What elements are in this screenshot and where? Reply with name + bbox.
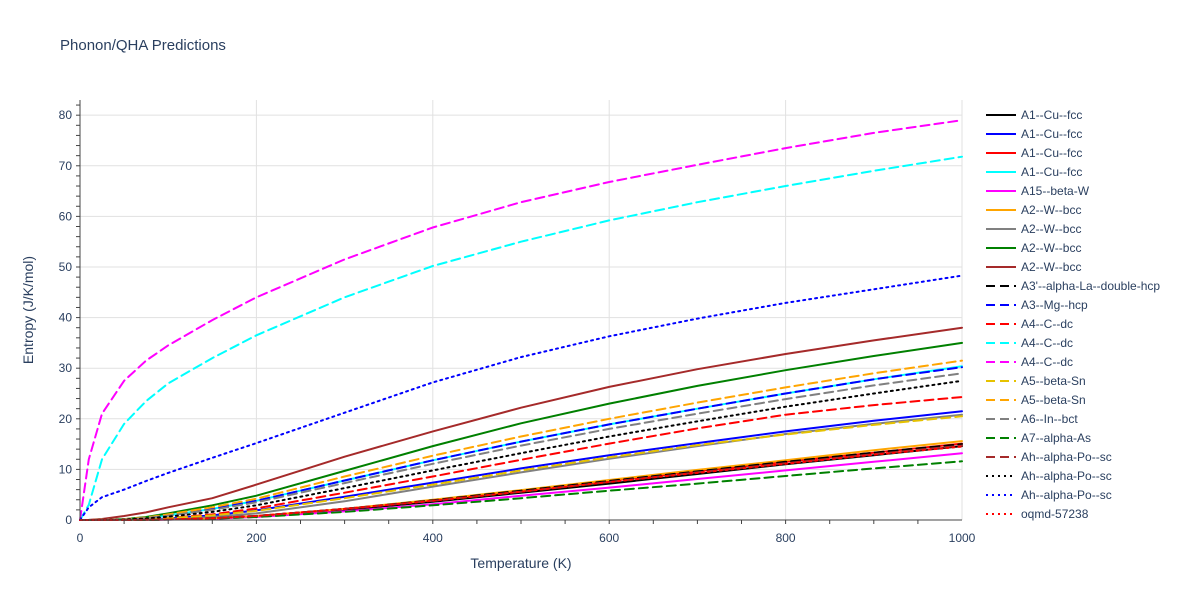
series-line-9 xyxy=(79,326,963,521)
legend-label: A5--beta-Sn xyxy=(1021,374,1086,388)
series-line-13 xyxy=(79,155,963,521)
legend-label: A1--Cu--fcc xyxy=(1021,127,1082,141)
x-axis-title: Temperature (K) xyxy=(470,555,571,571)
legend-label: A1--Cu--fcc xyxy=(1021,165,1082,179)
y-tick-label: 30 xyxy=(59,361,73,375)
legend-label: A2--W--bcc xyxy=(1021,241,1081,255)
legend-label: A4--C--dc xyxy=(1021,355,1073,369)
y-tick-label: 0 xyxy=(65,513,72,527)
legend-label: A3--Mg--hcp xyxy=(1021,298,1088,312)
legend-label: A15--beta-W xyxy=(1021,184,1090,198)
series-line-20 xyxy=(79,379,963,521)
series-line-14 xyxy=(79,119,963,521)
legend-label: A2--W--bcc xyxy=(1021,260,1081,274)
legend-label: A4--C--dc xyxy=(1021,317,1073,331)
legend-label: A2--W--bcc xyxy=(1021,222,1081,236)
y-tick-label: 60 xyxy=(59,209,73,223)
x-tick-label: 600 xyxy=(599,531,619,545)
y-tick-label: 10 xyxy=(59,462,73,476)
x-tick-label: 200 xyxy=(246,531,266,545)
legend: A1--Cu--fcc A1--Cu--fcc A1--Cu--fcc A1--Cu-… xyxy=(986,108,1160,521)
legend-label: oqmd-57238 xyxy=(1021,507,1089,521)
legend-label: Ah--alpha-Po--sc xyxy=(1021,450,1112,464)
y-tick-label: 20 xyxy=(59,412,73,426)
legend-label: A7--alpha-As xyxy=(1021,431,1091,445)
y-tick-label: 40 xyxy=(59,311,73,325)
legend-label: Ah--alpha-Po--sc xyxy=(1021,469,1112,483)
legend-label: A1--Cu--fcc xyxy=(1021,108,1082,122)
y-axis-title: Entropy (J/K/mol) xyxy=(20,256,36,364)
y-tick-label: 80 xyxy=(59,108,73,122)
y-tick-label: 70 xyxy=(59,159,73,173)
x-tick-label: 1000 xyxy=(949,531,976,545)
x-tick-label: 400 xyxy=(423,531,443,545)
x-tick-label: 800 xyxy=(776,531,796,545)
legend-label: A5--beta-Sn xyxy=(1021,393,1086,407)
legend-label: A3'--alpha-La--double-hcp xyxy=(1021,279,1160,293)
legend-label: A2--W--bcc xyxy=(1021,203,1081,217)
chart-title: Phonon/QHA Predictions xyxy=(60,37,226,54)
legend-label: A1--Cu--fcc xyxy=(1021,146,1082,160)
axes xyxy=(76,100,962,524)
legend-label: A6--In--bct xyxy=(1021,412,1078,426)
x-tick-label: 0 xyxy=(77,531,84,545)
tick-labels: 0 200 400 600 800 1000 0 10 20 30 40 50 60 70 80 xyxy=(59,108,976,545)
legend-label: A4--C--dc xyxy=(1021,336,1073,350)
series-line-21 xyxy=(79,274,963,521)
y-tick-label: 50 xyxy=(59,260,73,274)
legend-label: Ah--alpha-Po--sc xyxy=(1021,488,1112,502)
